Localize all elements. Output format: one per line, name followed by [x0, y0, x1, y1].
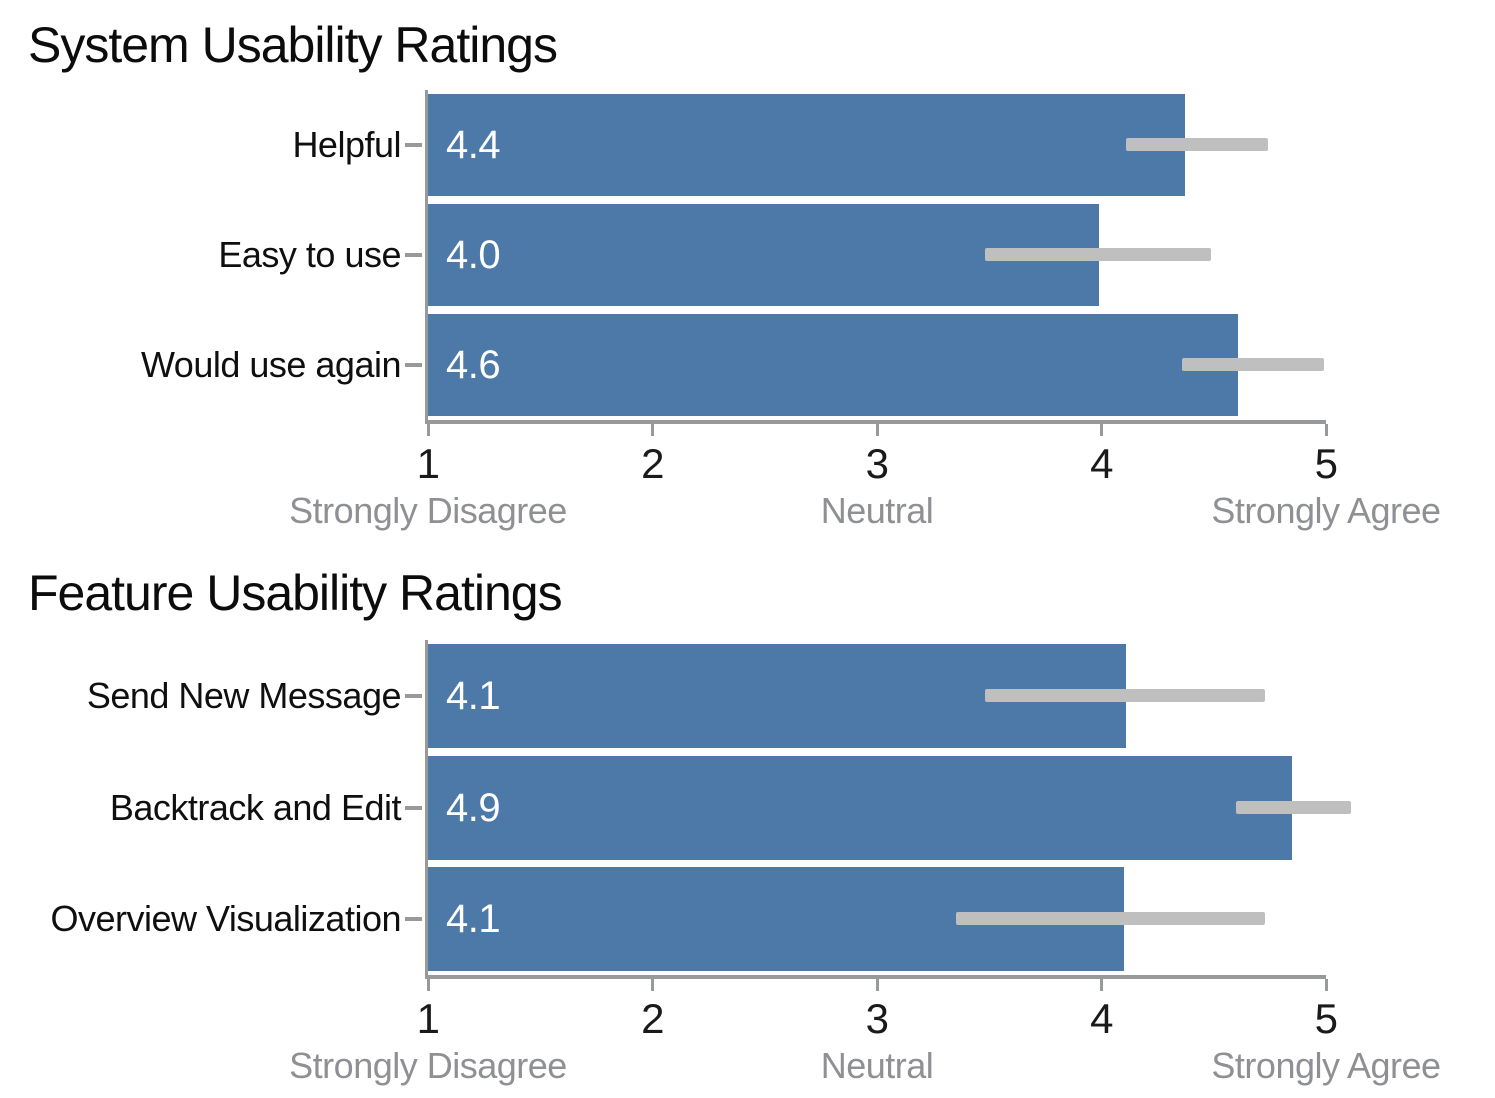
x-tick-mark — [1324, 424, 1328, 436]
x-tick-sublabel: Strongly Agree — [1211, 1045, 1441, 1086]
bar: 4.9 — [428, 756, 1293, 860]
category-tick-mark — [405, 253, 422, 257]
x-tick-sublabel: Neutral — [820, 1045, 934, 1086]
x-tick-mark — [875, 424, 879, 436]
x-axis-line — [425, 975, 1326, 979]
x-tick-mark — [426, 979, 430, 991]
category-label: Easy to use — [218, 234, 401, 275]
bar-value-label: 4.1 — [446, 896, 501, 941]
bar-value-label: 4.4 — [446, 122, 501, 167]
x-tick-label: 4 — [1090, 440, 1113, 487]
x-tick-label: 3 — [865, 440, 889, 487]
x-tick-label: 1 — [416, 995, 440, 1042]
category-label: Overview Visualization — [50, 898, 402, 939]
feature-usability-plot: 4.1 Send New Message 4.9 Backtrack and Edit… — [51, 640, 1441, 1086]
bar-value-label: 4.0 — [446, 232, 501, 277]
category-tick-mark — [405, 143, 422, 147]
x-tick-mark — [1100, 424, 1103, 436]
x-tick-label: 2 — [641, 995, 664, 1042]
category-tick-mark — [405, 806, 422, 810]
x-tick-label: 3 — [865, 995, 889, 1042]
x-axis-line — [425, 420, 1326, 424]
x-tick-label: 5 — [1314, 995, 1338, 1042]
system-chart-title: System Usability Ratings — [28, 17, 558, 73]
x-tick-mark — [1100, 979, 1103, 991]
bar-value-label: 4.1 — [446, 673, 501, 718]
category-tick-mark — [405, 694, 422, 698]
category-tick-mark — [405, 363, 422, 367]
category-label: Would use again — [140, 344, 402, 385]
x-tick-mark — [875, 979, 879, 991]
x-tick-label: 4 — [1090, 995, 1113, 1042]
error-bar — [984, 248, 1212, 261]
x-tick-sublabel: Strongly Disagree — [289, 1045, 567, 1086]
bar-value-label: 4.6 — [446, 342, 501, 387]
x-tick-sublabel: Strongly Agree — [1211, 490, 1441, 531]
bar: 4.4 — [428, 94, 1185, 196]
x-tick-sublabel: Strongly Disagree — [289, 490, 567, 531]
error-bar — [1126, 138, 1268, 151]
x-tick-mark — [651, 424, 654, 436]
x-tick-mark — [651, 979, 654, 991]
y-axis-spine — [425, 90, 428, 424]
category-tick-mark — [405, 917, 422, 921]
system-usability-plot: 4.4 Helpful 4.0 Easy to use 4.6 Would use aga… — [141, 90, 1441, 531]
x-tick-sublabel: Neutral — [820, 490, 934, 531]
feature-chart-title: Feature Usability Ratings — [28, 565, 563, 621]
error-bar — [1182, 358, 1324, 371]
x-tick-mark — [426, 424, 430, 436]
x-tick-mark — [1324, 979, 1328, 991]
x-tick-label: 1 — [416, 440, 440, 487]
error-bar — [984, 689, 1266, 702]
x-tick-label: 2 — [641, 440, 664, 487]
x-tick-label: 5 — [1314, 440, 1338, 487]
category-label: Send New Message — [86, 675, 402, 716]
error-bar — [1236, 801, 1351, 814]
bar: 4.6 — [428, 314, 1239, 416]
y-axis-spine — [425, 640, 428, 979]
category-label: Backtrack and Edit — [109, 787, 402, 828]
bar-value-label: 4.9 — [446, 785, 501, 830]
error-bar — [955, 912, 1266, 925]
category-label: Helpful — [292, 124, 401, 165]
